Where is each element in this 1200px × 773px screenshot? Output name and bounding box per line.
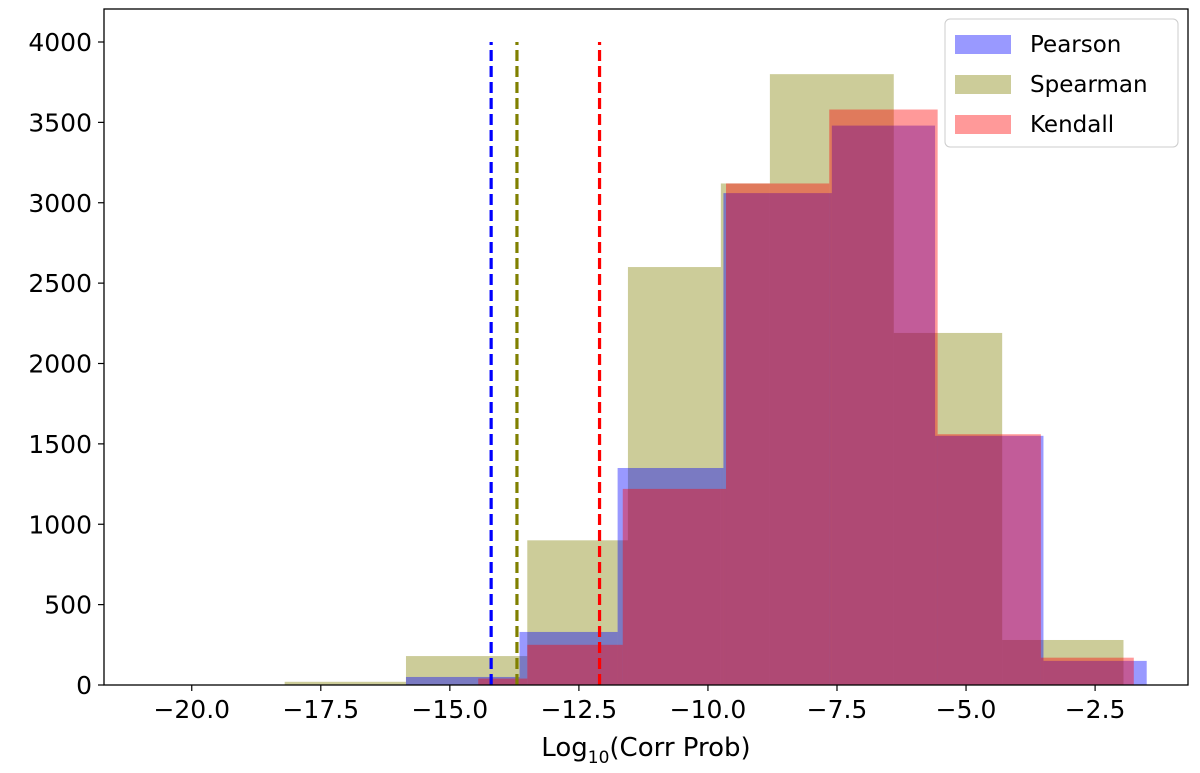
pearson-bar — [723, 193, 832, 686]
pearson-bar — [831, 125, 936, 686]
x-tick-label: −2.5 — [1065, 695, 1126, 724]
kendall-bar — [937, 434, 1041, 685]
x-tick-label: −10.0 — [670, 695, 747, 724]
x-tick-label: −15.0 — [412, 695, 489, 724]
legend-label-kendall: Kendall — [1030, 112, 1114, 138]
pearson-bar — [1043, 660, 1147, 685]
y-axis-ticks: 0 500 1000 1500 2000 2500 3000 3500 4000 — [28, 28, 104, 700]
y-tick-label: 3000 — [28, 189, 92, 218]
legend-box — [944, 18, 1179, 148]
pearson-bar — [405, 676, 520, 685]
histogram-bars — [284, 74, 1147, 686]
x-axis-ticks: −20.0 −17.5 −15.0 −12.5 −10.0 −7.5 −5.0 −2.5 — [153, 685, 1125, 724]
y-tick-label: 4000 — [28, 28, 92, 57]
y-tick-label: 2000 — [28, 350, 92, 379]
spearman-bar — [284, 681, 406, 685]
kendall-bar — [622, 488, 727, 685]
legend-swatch-spearman — [955, 75, 1011, 94]
y-tick-label: 500 — [44, 591, 92, 620]
plot-frame — [103, 8, 1189, 686]
threshold-lines — [489, 42, 602, 685]
x-tick-label: −17.5 — [282, 695, 359, 724]
y-tick-label: 3500 — [28, 108, 92, 137]
spearman-bar — [1002, 639, 1124, 685]
pearson-bar — [519, 631, 618, 685]
legend: Pearson Spearman Kendall — [944, 18, 1179, 148]
spearman-bar — [893, 332, 1003, 685]
spearman-bar — [627, 267, 721, 685]
x-tick-label: −5.0 — [936, 695, 997, 724]
pearson-bar — [935, 435, 1044, 685]
spearman-bar — [769, 74, 894, 685]
kendall-bar — [1040, 657, 1134, 685]
pearson-bar — [617, 467, 724, 685]
y-tick-label: 0 — [76, 671, 92, 700]
kendall-bar — [478, 678, 528, 685]
x-axis-label: Log10(Corr Prob) — [541, 733, 750, 768]
x-tick-label: −12.5 — [541, 695, 618, 724]
y-tick-label: 2500 — [28, 269, 92, 298]
kendall-bar — [527, 644, 623, 685]
spearman-bar — [720, 183, 770, 685]
kendall-bar — [829, 109, 938, 685]
spearman-bar — [405, 656, 528, 685]
x-tick-label: −7.5 — [807, 695, 868, 724]
kendall-bar — [726, 183, 830, 685]
legend-swatch-pearson — [955, 35, 1011, 54]
legend-label-pearson: Pearson — [1030, 32, 1121, 58]
legend-swatch-kendall — [955, 115, 1011, 134]
x-tick-label: −20.0 — [153, 695, 230, 724]
y-tick-label: 1000 — [28, 510, 92, 539]
legend-label-spearman: Spearman — [1030, 72, 1148, 98]
spearman-bar — [527, 540, 628, 685]
y-tick-label: 1500 — [28, 430, 92, 459]
